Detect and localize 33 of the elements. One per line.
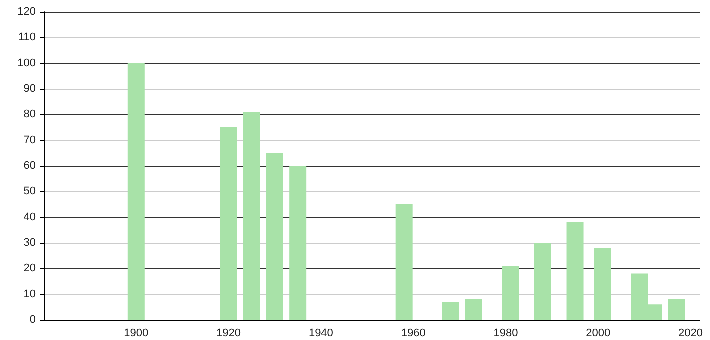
x-tick-label: 1960	[401, 328, 426, 340]
bar	[465, 299, 482, 320]
bar	[668, 299, 686, 320]
y-tick-label: 60	[24, 160, 36, 172]
y-tick-label: 0	[30, 314, 36, 326]
x-tick-label: 2020	[678, 328, 704, 340]
y-tick-label: 100	[18, 57, 36, 70]
y-tick-label: 50	[24, 186, 36, 198]
y-tick-label: 70	[24, 134, 36, 146]
x-tick-label: 1900	[124, 328, 149, 340]
bar	[566, 222, 584, 320]
y-tick-label: 120	[18, 6, 36, 18]
y-tick-label: 80	[24, 108, 36, 121]
bar	[220, 128, 238, 320]
bar	[266, 153, 284, 320]
y-tick-label: 10	[24, 288, 36, 300]
y-tick-label: 20	[24, 262, 36, 275]
y-tick-label: 30	[24, 237, 36, 249]
x-tick-label: 2000	[586, 328, 611, 340]
bar	[290, 166, 307, 320]
x-tick-label: 1940	[308, 328, 334, 340]
bar	[502, 266, 520, 320]
bar	[534, 243, 552, 320]
x-tick-label: 1920	[216, 328, 242, 340]
y-tick-label: 90	[24, 83, 36, 95]
x-tick-label: 1980	[494, 328, 518, 340]
bar	[128, 63, 145, 320]
bar	[594, 248, 612, 320]
bar	[396, 204, 413, 320]
bar	[442, 302, 460, 320]
y-tick-label: 40	[24, 211, 36, 224]
y-tick-label: 110	[18, 32, 36, 44]
bar	[243, 112, 260, 320]
